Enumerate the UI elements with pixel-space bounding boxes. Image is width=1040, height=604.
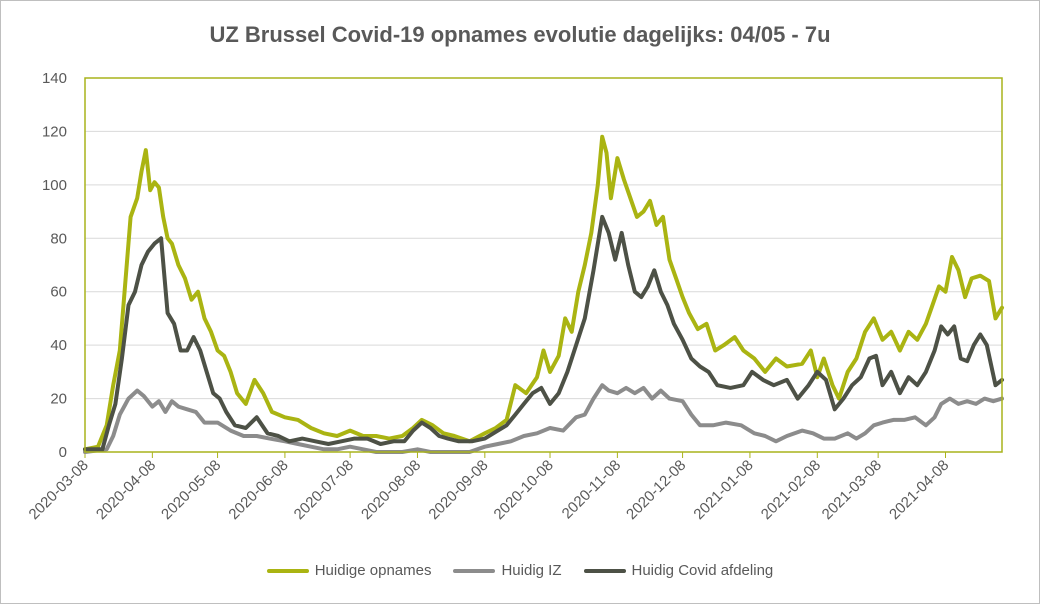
legend-swatch-huidig-covid-afdeling bbox=[583, 568, 626, 573]
legend-swatch-huidig-iz bbox=[453, 568, 496, 573]
x-tick-label: 2020-08-08 bbox=[358, 457, 424, 523]
chart-title: UZ Brussel Covid-19 opnames evolutie dag… bbox=[209, 22, 831, 47]
legend-item-huidig-iz: Huidig IZ bbox=[453, 562, 562, 579]
y-tick-label: 40 bbox=[50, 337, 67, 354]
x-tick-label: 2020-06-08 bbox=[225, 457, 291, 523]
legend-label-huidige-opnames: Huidige opnames bbox=[314, 562, 432, 579]
x-tick-label: 2020-10-08 bbox=[491, 457, 557, 523]
x-tick-label: 2020-04-08 bbox=[93, 457, 159, 523]
gridlines bbox=[85, 130, 1002, 400]
legend-item-huidig-covid-afdeling: Huidig Covid afdeling bbox=[583, 562, 774, 579]
y-axis: 0 20 40 60 80 100 120 140 bbox=[42, 70, 67, 461]
legend-swatch-huidige-opnames bbox=[266, 568, 309, 573]
x-tick-label: 2021-01-08 bbox=[690, 457, 756, 523]
plot-area-border bbox=[84, 77, 1003, 453]
x-tick-label: 2021-04-08 bbox=[886, 457, 952, 523]
series-line-huidige-opnames bbox=[83, 134, 1004, 452]
x-tick-label: 2020-07-08 bbox=[291, 457, 357, 523]
x-tick-label: 2020-03-08 bbox=[26, 457, 92, 523]
series-lines bbox=[83, 134, 1004, 454]
y-tick-label: 140 bbox=[42, 70, 67, 87]
x-tick-label: 2020-09-08 bbox=[425, 457, 491, 523]
x-tick-label: 2020-05-08 bbox=[158, 457, 224, 523]
y-tick-label: 120 bbox=[42, 123, 67, 140]
x-tick-label: 2020-12-08 bbox=[623, 457, 689, 523]
legend: Huidige opnames Huidig IZ Huidig Covid a… bbox=[0, 562, 1040, 579]
legend-label-huidig-covid-afdeling: Huidig Covid afdeling bbox=[631, 562, 774, 579]
series-line-huidig-covid-afdeling bbox=[83, 214, 1004, 452]
legend-label-huidig-iz: Huidig IZ bbox=[501, 562, 562, 579]
y-tick-label: 20 bbox=[50, 391, 67, 408]
x-tick-label: 2021-03-08 bbox=[819, 457, 885, 523]
y-tick-label: 100 bbox=[42, 177, 67, 194]
x-tick-label: 2020-11-08 bbox=[559, 457, 624, 522]
legend-item-huidige-opnames: Huidige opnames bbox=[266, 562, 432, 579]
y-tick-label: 60 bbox=[50, 284, 67, 301]
y-tick-label: 0 bbox=[59, 444, 67, 461]
y-tick-label: 80 bbox=[50, 230, 67, 247]
series-line-huidig-iz bbox=[83, 383, 1004, 454]
x-tick-label: 2021-02-08 bbox=[758, 457, 824, 523]
